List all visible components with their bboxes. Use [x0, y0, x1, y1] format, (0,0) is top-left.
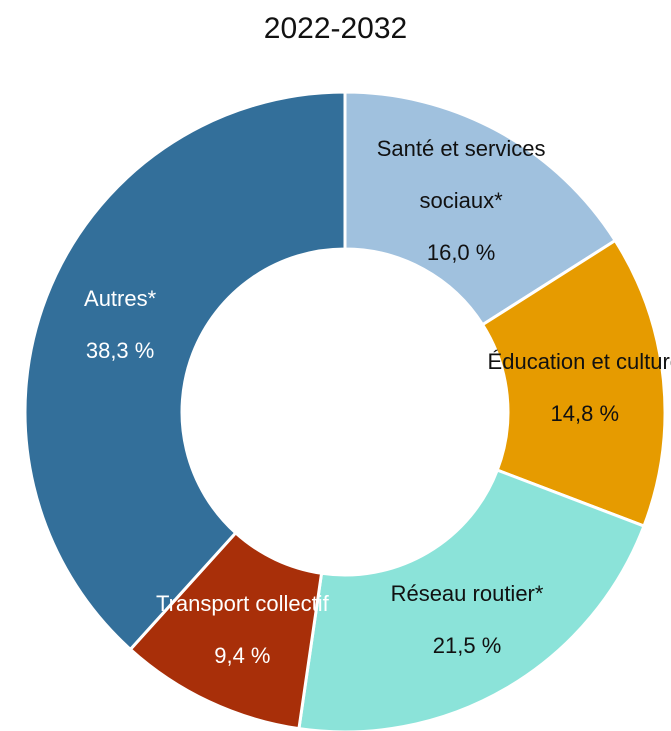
value-label: 38,3 %	[85, 338, 155, 364]
value-label: 16,0 %	[426, 239, 496, 265]
segment-label: Santé et services sociaux* 16,0 %	[344, 123, 579, 279]
category-label: Éducation et culture	[487, 348, 671, 374]
segment-label: Autres* 38,3 %	[3, 273, 238, 377]
segment-label: Transport collectif 9,4 %	[125, 578, 360, 682]
value-label: 21,5 %	[432, 632, 502, 658]
donut-segment	[297, 468, 646, 731]
segment-label: Réseau routier* 21,5 %	[350, 568, 585, 672]
donut-segment	[343, 90, 618, 327]
value-label: 9,4 %	[214, 643, 271, 669]
donut-segment	[480, 238, 667, 528]
category-label: Transport collectif	[155, 591, 329, 617]
category-label: Autres*	[84, 286, 157, 312]
chart-title: 2022-2032	[263, 12, 408, 45]
category-label: Santé et services sociaux*	[376, 135, 546, 213]
value-label: 14,8 %	[550, 400, 620, 426]
category-label: Réseau routier*	[390, 580, 544, 606]
segment-label: Éducation et culture 14,8 %	[467, 336, 671, 440]
donut-segment	[23, 90, 347, 652]
